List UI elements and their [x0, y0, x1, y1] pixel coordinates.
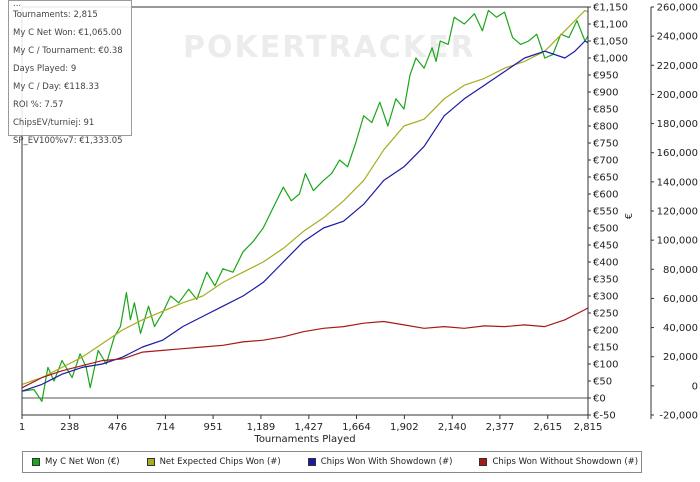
stat-net-won: My C Net Won: €1,065.00: [13, 28, 122, 38]
x-tick-label: 2,140: [438, 422, 467, 433]
y-tick-label: €0: [593, 394, 606, 405]
y-tick-label: €50: [593, 377, 612, 388]
y-tick-label: €250: [593, 309, 618, 320]
x-tick-label: 1,427: [295, 422, 324, 433]
x-tick-label: 1: [19, 422, 25, 433]
series-line-3: [21, 307, 589, 389]
x-tick-label: 1,664: [342, 422, 371, 433]
y-tick-label: €100: [593, 360, 618, 371]
right-tick-label: 20,000: [663, 352, 698, 363]
stat-roi: ROI %: 7.57: [13, 100, 64, 110]
legend-swatch: [307, 458, 316, 466]
legend-swatch: [479, 458, 488, 466]
y-tick-label: €150: [593, 343, 618, 354]
x-tick-label: 2,615: [533, 422, 562, 433]
y-tick-label: €1,100: [593, 20, 628, 31]
right-tick-label: 80,000: [663, 265, 698, 276]
x-tick-label: 1,902: [390, 422, 419, 433]
right-tick-label: 60,000: [663, 294, 698, 305]
y-tick-label: €600: [593, 190, 618, 201]
right-tick-label: 100,000: [657, 236, 698, 247]
x-tick-label: 2,377: [486, 422, 515, 433]
axes: 1 238 476 714 951 1,189 1,427 1,664 1,902 2,140 2,…: [19, 3, 698, 434]
legend-item-expected-chips[interactable]: Net Expected Chips Won (#): [146, 457, 281, 467]
y-tick-label: €700: [593, 156, 618, 167]
legend-label: Chips Won With Showdown (#): [320, 457, 453, 467]
legend-item-net-won[interactable]: My C Net Won (€): [32, 457, 120, 467]
y-tick-label: €300: [593, 292, 618, 303]
y-tick-label: €500: [593, 224, 618, 235]
right-tick-label: 140,000: [657, 177, 698, 188]
series-line-1: [21, 9, 589, 385]
y-tick-label: €1,050: [593, 37, 628, 48]
legend-label: Chips Won Without Showdown (#): [492, 457, 639, 467]
y-tick-label: €800: [593, 122, 618, 133]
y-tick-label: €1,150: [593, 3, 628, 14]
x-tick-label: 476: [108, 422, 127, 433]
right-tick-label: 240,000: [657, 32, 698, 43]
series-lines: [21, 9, 589, 402]
y-axis-title: €: [624, 213, 635, 219]
y-tick-label: €-50: [593, 411, 616, 422]
right-tick-label: 40,000: [663, 323, 698, 334]
x-tick-label: 238: [60, 422, 79, 433]
stat-per-tournament: My C / Tournament: €0.38: [13, 46, 123, 56]
x-tick-label: 1,189: [247, 422, 276, 433]
legend-swatch: [146, 458, 155, 466]
right-tick-label: 180,000: [657, 119, 698, 130]
stat-chipsev: ChipsEV/turniej: 91: [13, 118, 95, 128]
y-tick-label: €900: [593, 88, 618, 99]
legend-item-without-showdown[interactable]: Chips Won Without Showdown (#): [479, 457, 638, 467]
x-axis-title: Tournaments Played: [253, 434, 355, 445]
right-tick-label: 0: [692, 381, 698, 392]
watermark: POKERTRACKER: [183, 30, 476, 65]
legend-label: My C Net Won (€): [45, 457, 120, 467]
stat-line-partial: ...: [13, 2, 131, 6]
x-tick-label: 714: [156, 422, 175, 433]
legend-swatch: [32, 458, 40, 466]
y-tick-label: €200: [593, 326, 618, 337]
right-tick-label: 200,000: [657, 90, 698, 101]
legend-item-with-showdown[interactable]: Chips Won With Showdown (#): [307, 457, 453, 467]
legend-label: Net Expected Chips Won (#): [159, 457, 281, 467]
y-tick-label: €450: [593, 241, 618, 252]
stat-tournaments: Tournaments: 2,815: [13, 10, 98, 20]
y-tick-label: €750: [593, 139, 618, 150]
right-tick-label: 260,000: [657, 3, 698, 14]
right-tick-label: -20,000: [659, 411, 698, 422]
y-tick-label: €850: [593, 105, 618, 116]
stat-days-played: Days Played: 9: [13, 64, 77, 74]
x-tick-label: 2,815: [574, 422, 603, 433]
y-tick-label: €650: [593, 173, 618, 184]
x-tick-label: 951: [204, 422, 223, 433]
series-line-2: [21, 40, 589, 392]
legend: My C Net Won (€) Net Expected Chips Won …: [22, 451, 642, 473]
y-tick-label: €550: [593, 207, 618, 218]
right-tick-label: 120,000: [657, 207, 698, 218]
y-tick-label: €350: [593, 275, 618, 286]
stat-sp-ev: SP_EV100%v7: €1,333.05: [13, 136, 123, 146]
y-tick-label: €400: [593, 258, 618, 269]
stat-per-day: My C / Day: €118.33: [13, 82, 100, 92]
stats-panel: ... Tournaments: 2,815 My C Net Won: €1,…: [8, 0, 132, 146]
right-tick-label: 160,000: [657, 148, 698, 159]
right-tick-label: 220,000: [657, 61, 698, 72]
y-tick-label: €950: [593, 71, 618, 82]
y-tick-label: €1,000: [593, 54, 628, 65]
